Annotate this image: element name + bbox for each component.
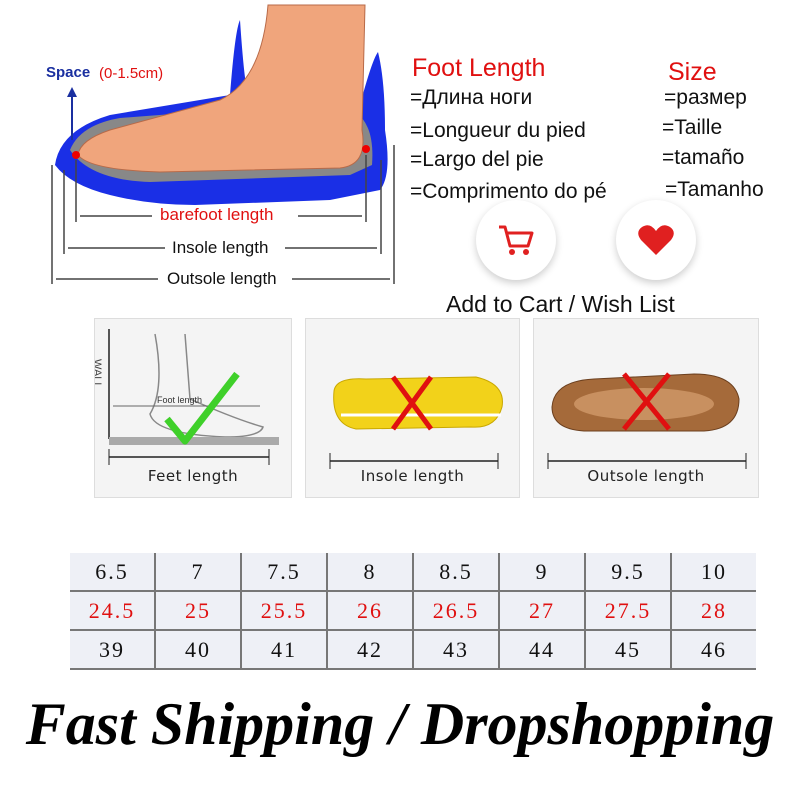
table-cell: 27 (499, 591, 586, 631)
foot-length-pt: =Comprimento do pé (410, 180, 607, 203)
outsole-length-label: Outsole length (167, 269, 277, 288)
table-cell: 42 (327, 630, 414, 670)
foot-diagram (51, 4, 395, 284)
table-cell: 27.5 (585, 591, 672, 631)
table-cell: 28 (671, 591, 756, 631)
space-label: Space (46, 64, 91, 81)
size-title: Size (668, 58, 717, 86)
table-cell: 39 (70, 630, 156, 670)
space-range: (0-1.5cm) (99, 65, 164, 82)
foot-length-title: Foot Length (412, 54, 546, 82)
check-icon (164, 371, 240, 445)
outsole-length-panel-label: Outsole length (587, 467, 705, 485)
size-pt: =Tamanho (665, 178, 764, 201)
foot-shape (77, 4, 366, 173)
add-to-cart-button[interactable] (476, 200, 556, 280)
foot-length-inner-label: Foot length (157, 395, 202, 405)
table-cell: 41 (241, 630, 328, 670)
cross-icon (622, 372, 671, 431)
insole-length-panel-label: Insole length (360, 467, 465, 485)
foot-sketch-icon (149, 333, 264, 438)
panel-outsole-length: Outsole length (533, 318, 759, 498)
table-cell: 7 (155, 553, 242, 592)
table-cell: 9.5 (585, 553, 672, 592)
size-ru: =размер (664, 86, 747, 109)
table-cell: 44 (499, 630, 586, 670)
table-cell: 46 (671, 630, 756, 670)
foot-length-fr: =Longueur du pied (410, 119, 586, 142)
toe-point-icon (72, 151, 80, 159)
fast-shipping-banner: Fast Shipping / Dropshopping (25, 691, 775, 757)
wall-label: WALL (95, 359, 103, 389)
shopping-cart-icon (499, 225, 534, 255)
panel-insole-length: Insole length (305, 318, 520, 498)
table-cell: 26 (327, 591, 414, 631)
table-cell: 45 (585, 630, 672, 670)
table-cell: 25 (155, 591, 242, 631)
size-table: 6.5 7 7.5 8 8.5 9 9.5 10 24.5 25 25.5 26… (70, 553, 756, 670)
feet-length-label: Feet length (147, 467, 239, 485)
table-cell: 43 (413, 630, 500, 670)
table-cell: 7.5 (241, 553, 328, 592)
cross-icon (390, 375, 434, 431)
size-fr: =Taille (662, 116, 723, 139)
barefoot-length-label: barefoot length (160, 205, 274, 224)
size-es: =tamaño (662, 146, 745, 169)
measure-lines (51, 145, 395, 284)
table-cell: 40 (155, 630, 242, 670)
insole-length-label: Insole length (172, 238, 269, 257)
table-cell: 6.5 (70, 553, 156, 592)
table-cell: 26.5 (413, 591, 500, 631)
insole-icon (333, 376, 503, 430)
table-row-foot-length-cm: 24.5 25 25.5 26 26.5 27 27.5 28 (70, 591, 756, 631)
foot-length-es: =Largo del pie (410, 148, 544, 171)
heel-point-icon (362, 145, 370, 153)
table-cell: 8.5 (413, 553, 500, 592)
table-row-eu-size: 39 40 41 42 43 44 45 46 (70, 630, 756, 670)
foot-length-ru: =Длина ноги (410, 86, 533, 109)
table-cell: 25.5 (241, 591, 328, 631)
heart-icon (638, 225, 674, 255)
table-cell: 9 (499, 553, 586, 592)
table-cell: 8 (327, 553, 414, 592)
table-row-us-size: 6.5 7 7.5 8 8.5 9 9.5 10 (70, 553, 756, 592)
table-cell: 10 (671, 553, 756, 592)
panel-feet-length: WALL Foot length Feet length (94, 318, 292, 498)
add-to-cart-wish-list-label: Add to Cart / Wish List (446, 291, 675, 317)
table-cell: 24.5 (70, 591, 156, 631)
wish-list-button[interactable] (616, 200, 696, 280)
